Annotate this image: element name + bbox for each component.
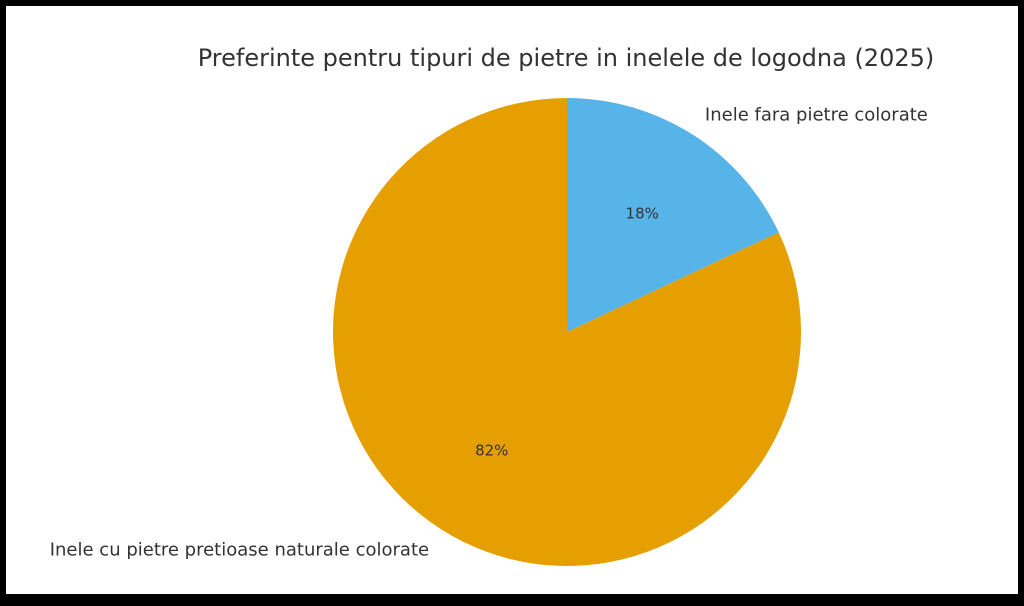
pie-labels: 18% Inele fara pietre colorate 82% Inele cu… — [50, 105, 928, 561]
pie-slice-1-percent: 18% — [626, 204, 659, 222]
pie-chart: Preferinte pentru tipuri de pietre in in… — [50, 44, 935, 566]
pie-slice-2-label: Inele cu pietre pretioase naturale color… — [50, 539, 429, 560]
pie-slice-1-label: Inele fara pietre colorate — [705, 105, 928, 126]
pie-slice-1 — [567, 98, 779, 332]
pie-slices — [333, 98, 802, 566]
pie-slice-2 — [333, 98, 802, 566]
pie-slice-2-percent: 82% — [475, 442, 508, 460]
chart-title: Preferinte pentru tipuri de pietre in in… — [198, 44, 935, 72]
